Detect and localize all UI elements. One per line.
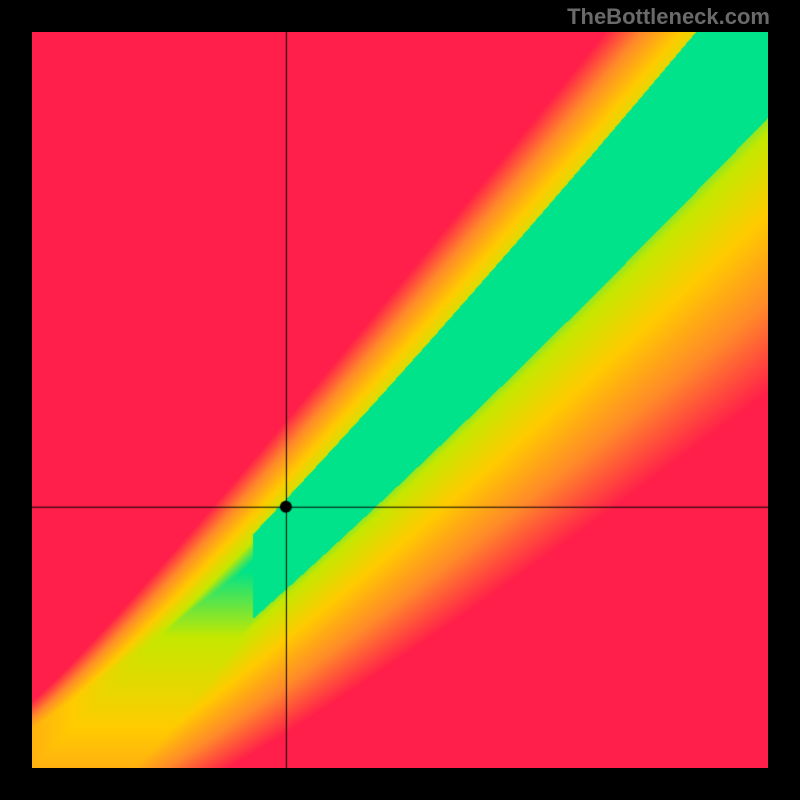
watermark-text: TheBottleneck.com bbox=[567, 4, 770, 30]
bottleneck-heatmap bbox=[32, 32, 768, 768]
chart-container: TheBottleneck.com bbox=[0, 0, 800, 800]
